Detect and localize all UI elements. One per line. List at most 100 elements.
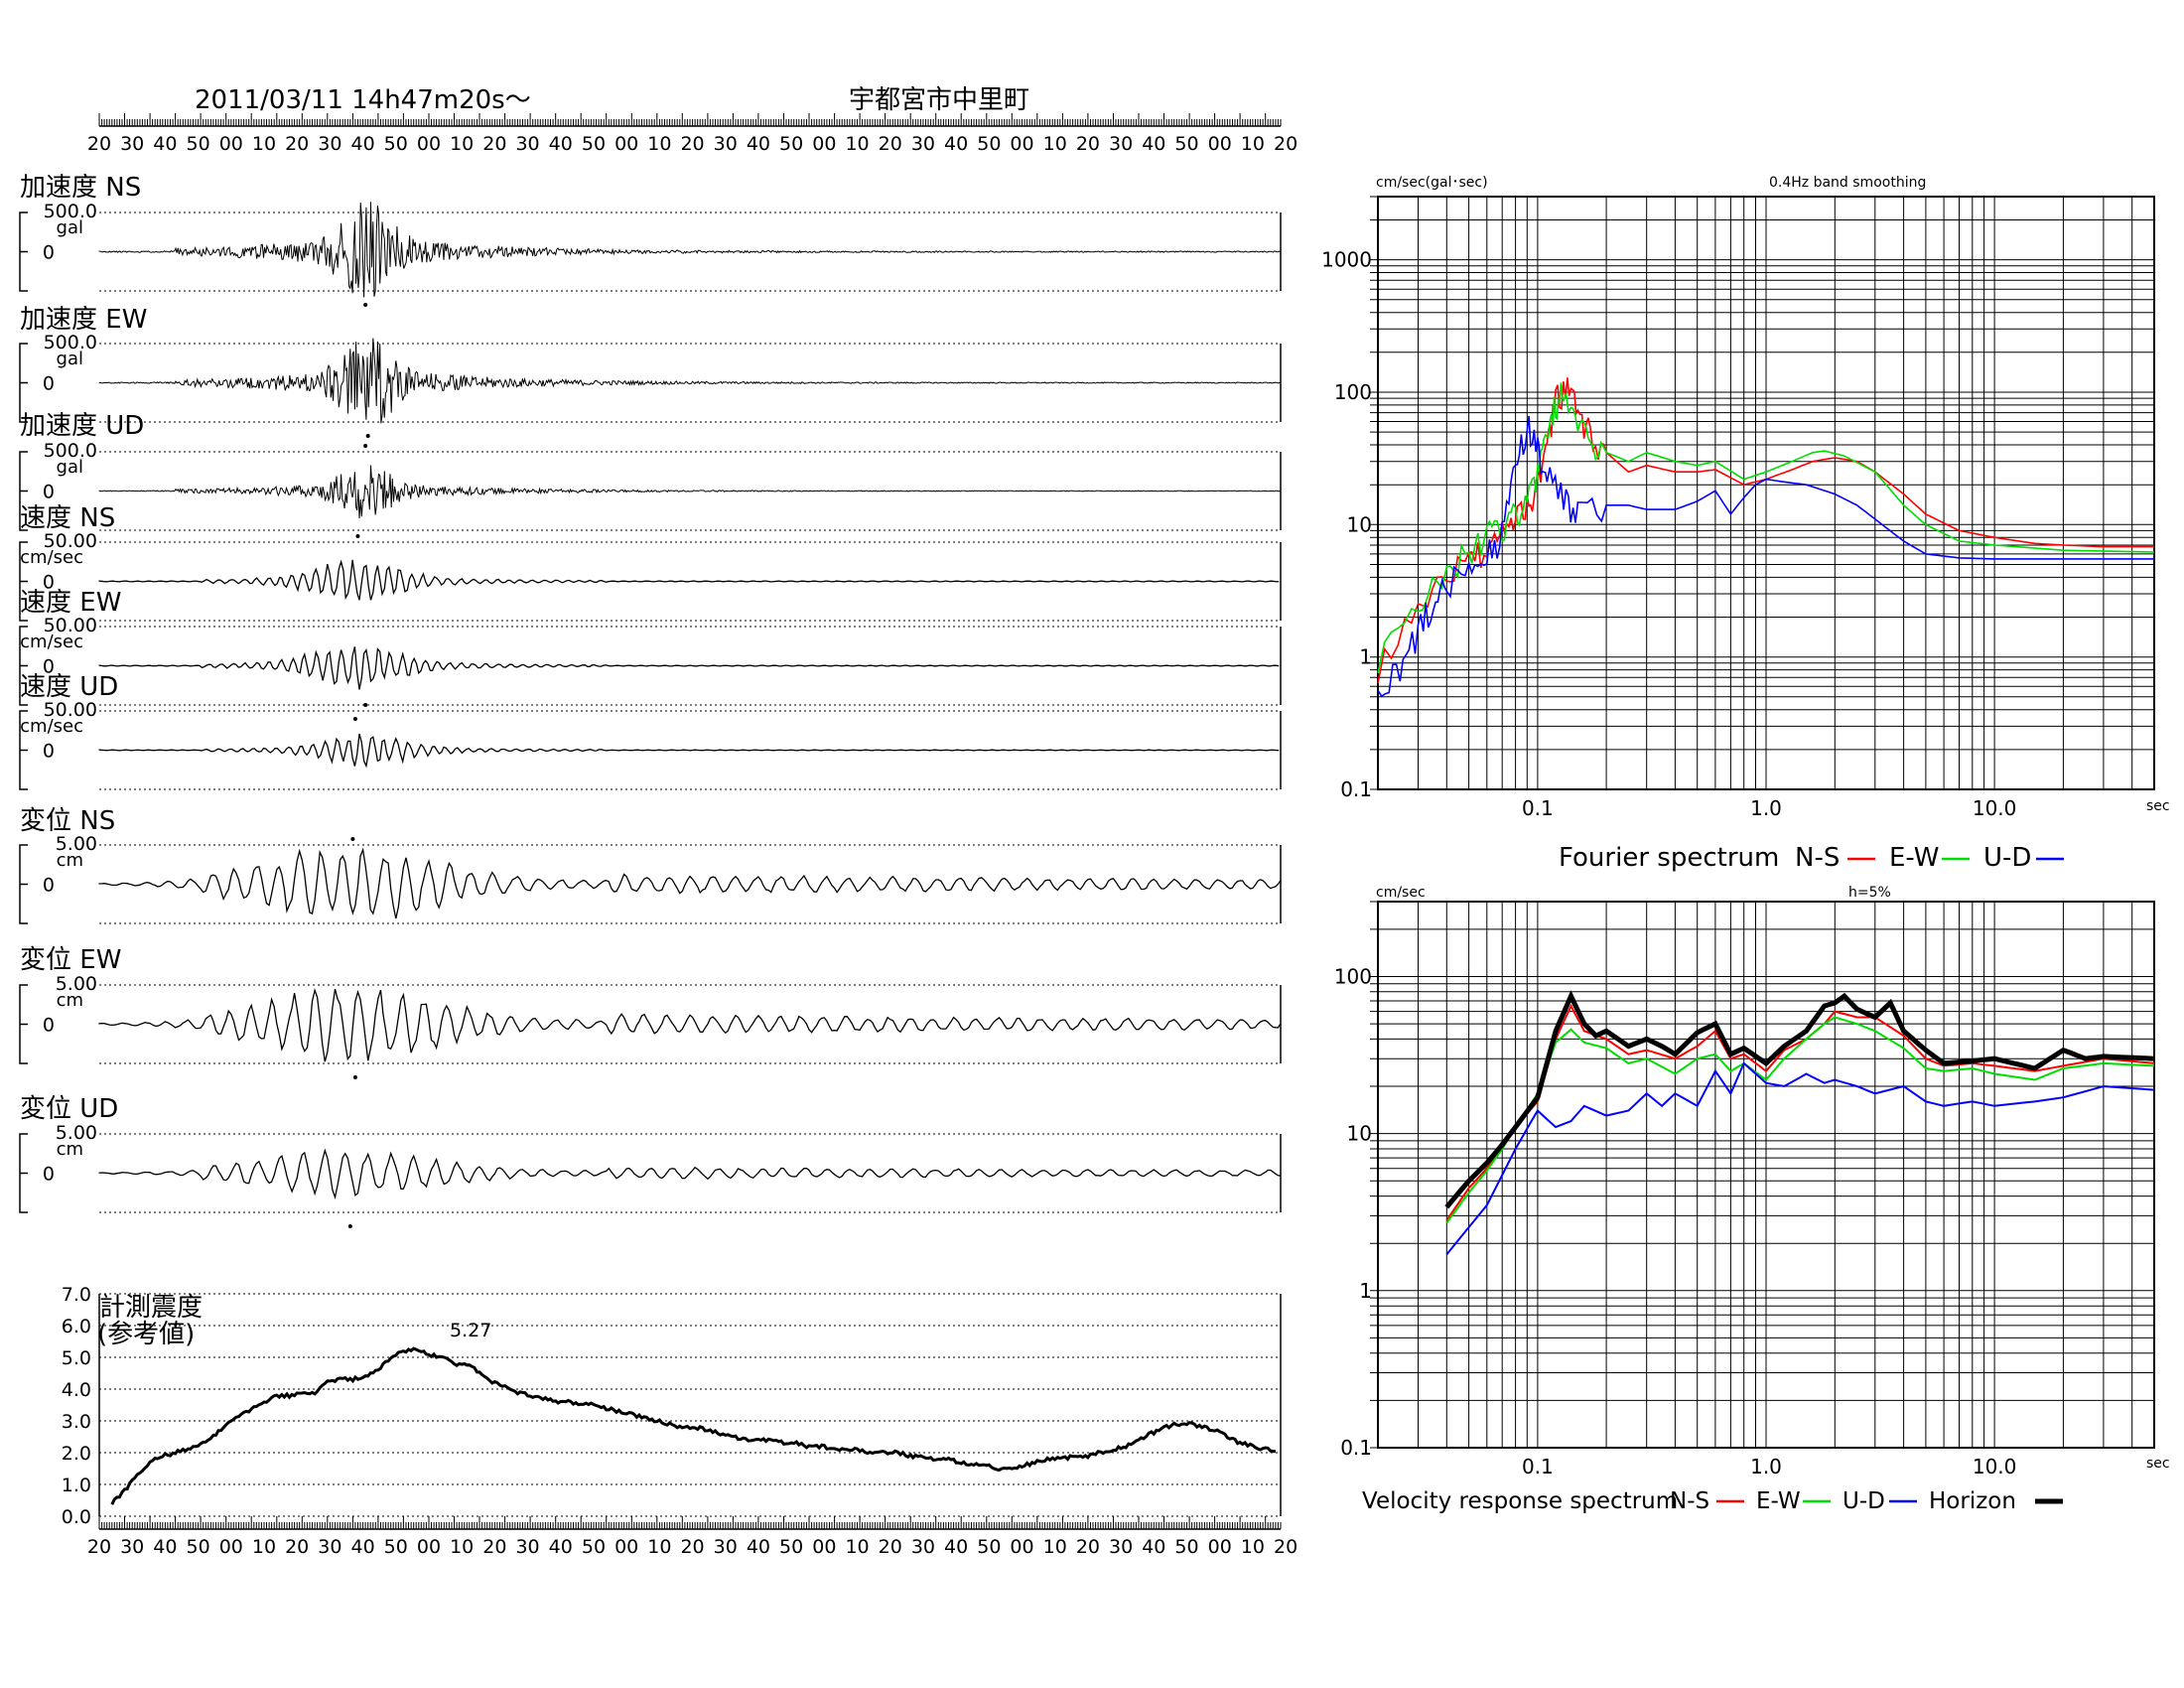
- intensity-time-axis-tick-label: 00: [1208, 1536, 1232, 1558]
- intensity-y-tick: 0.0: [62, 1506, 91, 1528]
- velocity_response-x-tick: 1.0: [1750, 1455, 1782, 1478]
- intensity-panel: 計測震度 (参考値) 5.27 7.0 6.0 5.0 4.0 3.0 2.0 1.0 0.0…: [62, 1284, 1297, 1558]
- peak-marker: [363, 444, 368, 448]
- waveform-unit: cm/sec: [20, 547, 83, 568]
- top-time-axis-tick-label: 40: [944, 133, 968, 155]
- velocity_response-grid: [1377, 901, 2155, 1449]
- waveform-zero: 0: [43, 1164, 55, 1186]
- top-time-axis: 20 30 40 50 00 10 20 30 40 50 00 10 20 30 40 50 00 10 20 30…: [87, 113, 1297, 155]
- fourier-y-tick: 0.1: [1340, 777, 1372, 801]
- waveform-trace: [98, 988, 1282, 1062]
- waveform-scale: 50.00: [44, 530, 97, 552]
- waveform-label: 加速度 NS: [20, 173, 141, 203]
- top-time-axis-tick-label: 10: [845, 133, 869, 155]
- top-time-axis-tick-label: 50: [779, 133, 803, 155]
- fourier-x-unit: sec: [2146, 798, 2170, 814]
- intensity-time-axis-tick-label: 40: [1142, 1536, 1165, 1558]
- velocity_response-x-tick: 0.1: [1522, 1455, 1554, 1478]
- vresp-title: h=5%: [1848, 885, 1891, 901]
- waveform-scale: 50.00: [44, 699, 97, 721]
- intensity-time-axis-tick-label: 50: [582, 1536, 606, 1558]
- velocity-response-chart: cm/sec h=5% sec Velocity response spectr…: [1334, 885, 2170, 1514]
- waveform-label: 変位 NS: [20, 806, 115, 836]
- intensity-time-axis-tick-label: 20: [87, 1536, 111, 1558]
- fourier-legend-item: E-W: [1889, 843, 1939, 873]
- intensity-label-line1: 計測震度: [99, 1293, 203, 1323]
- fourier-x-tick: 1.0: [1750, 796, 1782, 820]
- intensity-time-axis-tick-label: 10: [1241, 1536, 1265, 1558]
- fourier-legend-prefix: Fourier spectrum: [1559, 843, 1779, 873]
- intensity-y-tick: 6.0: [62, 1316, 91, 1337]
- waveform-trace: [98, 202, 1281, 298]
- waveform-zero: 0: [43, 572, 55, 594]
- vresp-x-unit: sec: [2146, 1456, 2170, 1472]
- waveform-zero: 0: [43, 1015, 55, 1037]
- intensity-time-axis-tick-label: 20: [879, 1536, 902, 1558]
- waveform-unit: cm/sec: [20, 716, 83, 737]
- waveform-label: 加速度 UD: [20, 411, 144, 441]
- top-time-axis-tick-label: 30: [515, 133, 539, 155]
- waveform-zero: 0: [43, 242, 55, 264]
- intensity-time-axis-tick-label: 00: [614, 1536, 638, 1558]
- top-time-axis-tick-label: 10: [1241, 133, 1265, 155]
- peak-marker: [363, 703, 368, 707]
- waveform-label: 変位 UD: [20, 1094, 118, 1124]
- top-time-axis-tick-label: 20: [1274, 133, 1297, 155]
- intensity-y-tick: 4.0: [62, 1379, 91, 1401]
- top-time-axis-tick-label: 20: [879, 133, 902, 155]
- peak-marker: [352, 717, 357, 721]
- intensity-label-line2: (参考値): [97, 1320, 195, 1349]
- fourier-legend-item: U-D: [1983, 843, 2031, 873]
- waveform-label: 速度 NS: [20, 503, 115, 533]
- waveform-trace: [98, 1148, 1282, 1200]
- waveform-trace: [98, 646, 1280, 690]
- record-datetime: 2011/03/11 14h47m20s～: [195, 85, 531, 115]
- fourier-frame: [1377, 196, 2155, 790]
- top-time-axis-tick-label: 40: [1142, 133, 1165, 155]
- top-time-axis-tick-label: 30: [318, 133, 341, 155]
- velocity_response-y-tick: 10: [1347, 1122, 1372, 1146]
- waveform-unit: gal: [57, 457, 83, 478]
- peak-marker: [363, 303, 368, 307]
- top-time-axis-tick-label: 10: [450, 133, 474, 155]
- waveform-zero: 0: [43, 875, 55, 897]
- intensity-time-axis-tick-label: 50: [384, 1536, 408, 1558]
- waveform-scale: 500.0: [44, 332, 97, 353]
- top-time-axis-tick-label: 30: [1109, 133, 1133, 155]
- top-time-axis-tick-label: 40: [350, 133, 374, 155]
- intensity-peak-label: 5.27: [450, 1320, 491, 1341]
- intensity-time-axis-tick-label: 30: [714, 1536, 738, 1558]
- top-time-axis-tick-label: 30: [120, 133, 144, 155]
- fourier-legend: Fourier spectrum N-S E-W U-D: [1559, 843, 2064, 873]
- velocity_response-series-horizon: [1444, 990, 2155, 1209]
- fourier-x-tick: 10.0: [1973, 796, 2017, 820]
- fourier-series-e-w: [1377, 382, 2155, 674]
- peak-marker: [365, 434, 370, 438]
- top-time-axis-tick-label: 00: [417, 133, 441, 155]
- fourier-series-n-s: [1377, 377, 2154, 684]
- waveform-unit: gal: [57, 217, 83, 238]
- waveform-trace: [98, 559, 1280, 601]
- waveform-scale: 500.0: [44, 440, 97, 462]
- top-time-axis-tick-label: 50: [384, 133, 408, 155]
- fourier-legend-item: N-S: [1795, 843, 1840, 873]
- station-name: 宇都宮市中里町: [849, 85, 1029, 115]
- waveform-trace: [98, 847, 1282, 919]
- waveform-label: 速度 EW: [20, 588, 121, 618]
- waveform-scale: 500.0: [44, 201, 97, 222]
- top-time-axis-tick-label: 20: [87, 133, 111, 155]
- waveform-unit: cm/sec: [20, 632, 83, 652]
- vresp-ylabel: cm/sec: [1376, 885, 1426, 901]
- top-time-axis-tick-label: 30: [911, 133, 935, 155]
- peak-marker: [350, 837, 355, 841]
- top-time-axis-minor-ticks: [98, 113, 1282, 126]
- velocity_response-series-u-d: [1445, 1061, 2155, 1256]
